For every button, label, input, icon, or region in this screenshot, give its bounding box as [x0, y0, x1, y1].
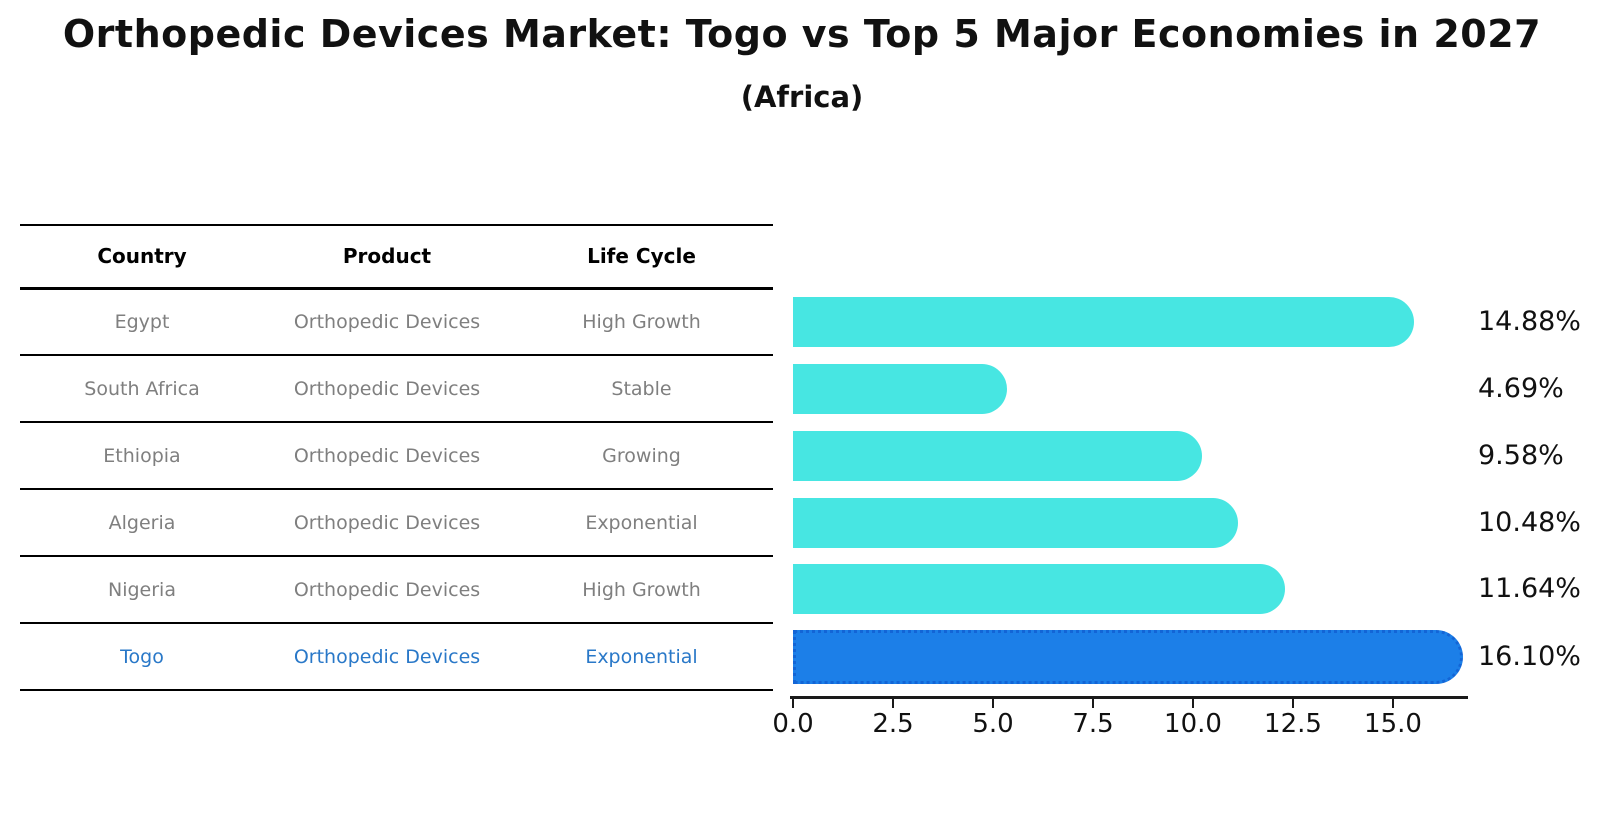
cell-product: Orthopedic Devices: [293, 310, 481, 333]
x-axis-tick-label: 7.5: [1072, 709, 1114, 739]
x-axis-tick-label: 12.5: [1264, 709, 1322, 739]
cell-country: Ethiopia: [103, 444, 181, 467]
table-top-rule: [20, 224, 773, 226]
value-label-egypt: 14.88%: [1478, 306, 1581, 337]
cell-product: Orthopedic Devices: [293, 377, 481, 400]
table-header-life-cycle: Life Cycle: [587, 243, 696, 268]
bar-togo-highlighted: [793, 630, 1463, 684]
table-row-rule: [20, 488, 773, 490]
figure-subtitle: (Africa): [740, 80, 864, 114]
cell-life-cycle: Exponential: [585, 645, 698, 668]
table-row-rule: [20, 555, 773, 557]
x-axis-tick: [992, 699, 994, 708]
x-axis-tick: [1192, 699, 1194, 708]
cell-product: Orthopedic Devices: [293, 578, 481, 601]
cell-country: Egypt: [114, 310, 170, 333]
table-header-product: Product: [342, 243, 432, 268]
x-axis-tick: [892, 699, 894, 708]
x-axis-tick-label: 10.0: [1164, 709, 1222, 739]
x-axis-tick: [1092, 699, 1094, 708]
x-axis-tick-label: 15.0: [1364, 709, 1422, 739]
value-label-algeria: 10.48%: [1478, 507, 1581, 538]
bar-algeria: [793, 498, 1238, 548]
x-axis-tick: [792, 699, 794, 708]
x-axis-tick: [1292, 699, 1294, 708]
x-axis-tick-label: 2.5: [872, 709, 914, 739]
table-row-ethiopia: Ethiopia Orthopedic Devices Growing: [20, 422, 773, 489]
value-label-nigeria: 11.64%: [1478, 573, 1581, 604]
cell-country: Nigeria: [108, 578, 176, 601]
table-row-rule: [20, 354, 773, 356]
table-header-country: Country: [97, 243, 187, 268]
bar-nigeria: [793, 564, 1285, 614]
cell-life-cycle: High Growth: [582, 578, 701, 601]
cell-life-cycle: High Growth: [582, 310, 701, 333]
bar-ethiopia: [793, 431, 1202, 481]
bar-south-africa: [793, 364, 1007, 414]
x-axis-tick: [1392, 699, 1394, 708]
bar-egypt: [793, 297, 1414, 347]
table-row-algeria: Algeria Orthopedic Devices Exponential: [20, 489, 773, 556]
table-header-row: Country Product Life Cycle: [20, 224, 773, 287]
x-axis-tick-label: 5.0: [972, 709, 1014, 739]
cell-product: Orthopedic Devices: [293, 511, 481, 534]
x-axis-tick-label: 0.0: [772, 709, 814, 739]
table-bottom-rule: [20, 689, 773, 691]
table-row-nigeria: Nigeria Orthopedic Devices High Growth: [20, 556, 773, 623]
cell-product: Orthopedic Devices: [293, 444, 481, 467]
table-row-egypt: Egypt Orthopedic Devices High Growth: [20, 288, 773, 355]
table-header-rule: [20, 287, 773, 290]
value-label-togo: 16.10%: [1478, 641, 1581, 672]
value-label-ethiopia: 9.58%: [1478, 440, 1564, 471]
cell-country: South Africa: [84, 377, 200, 400]
table-row-rule: [20, 421, 773, 423]
cell-country: Togo: [120, 645, 164, 668]
cell-life-cycle: Exponential: [585, 511, 698, 534]
table-row-south-africa: South Africa Orthopedic Devices Stable: [20, 355, 773, 422]
figure-title: Orthopedic Devices Market: Togo vs Top 5…: [62, 12, 1542, 56]
cell-life-cycle: Stable: [611, 377, 672, 400]
value-label-south-africa: 4.69%: [1478, 373, 1564, 404]
x-axis-line: [790, 696, 1468, 699]
cell-product: Orthopedic Devices: [293, 645, 481, 668]
table-row-togo-highlighted: Togo Orthopedic Devices Exponential: [20, 623, 773, 690]
cell-country: Algeria: [108, 511, 176, 534]
cell-life-cycle: Growing: [602, 444, 681, 467]
table-row-rule: [20, 622, 773, 624]
